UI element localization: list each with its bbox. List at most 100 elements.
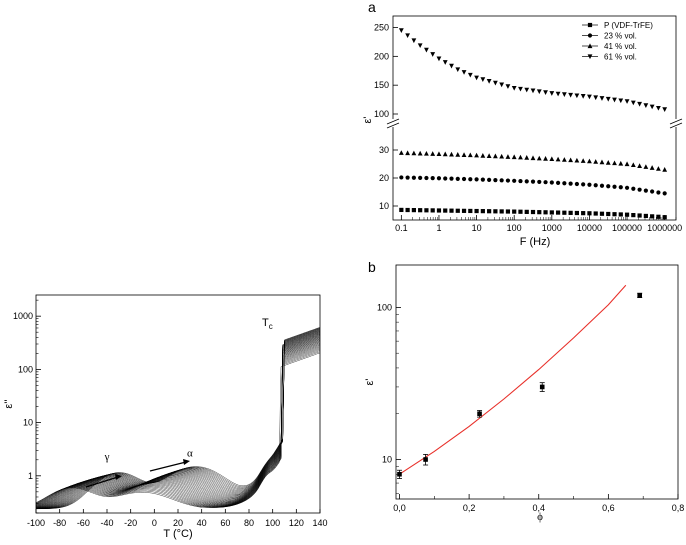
panel-a-y-axis-label: ε' xyxy=(362,116,374,123)
panel-a-y-tick-label: 200 xyxy=(374,51,389,61)
panel-a-point-square xyxy=(537,210,542,215)
panel-b-x-ticks: 0,0 0,2 0,4 0,6 0,8 xyxy=(393,494,684,513)
panel-a-point-triangle-up xyxy=(649,165,655,170)
loss-curve xyxy=(35,339,321,508)
panel-a-point-square xyxy=(650,214,655,219)
panel-a-x-tick-label: 100000 xyxy=(612,223,642,233)
loss-curve xyxy=(35,330,321,509)
panel-a-point-square xyxy=(662,215,667,220)
panel-a-point-triangle-down xyxy=(574,93,580,99)
loss-curve xyxy=(35,331,321,509)
panel-a-point-square xyxy=(631,213,636,218)
panel-a-point-square xyxy=(512,209,517,214)
panel-a-legend: P (VDF-TrFE) 23 % vol.41 % vol. 61 % vol. xyxy=(582,21,653,62)
panel-a-point-square xyxy=(593,211,598,216)
loss-curve xyxy=(35,335,321,509)
chart-permittivity-vs-frequency: a 0.1 1 10 100 1000 10000 100000 1000000 10 20 30… xyxy=(362,0,682,248)
panel-a-point-triangle-down xyxy=(417,43,423,49)
panel-b-x-tick-label: 0,2 xyxy=(463,503,476,513)
panel-a-point-circle xyxy=(512,178,517,183)
loss-curve xyxy=(35,335,321,509)
loss-curve xyxy=(35,337,321,508)
panel-a-point-square xyxy=(618,212,623,217)
panel-a-point-circle xyxy=(524,179,529,184)
panel-a-point-triangle-down xyxy=(455,67,461,73)
loss-x-tick-label: 100 xyxy=(265,518,280,528)
panel-a-point-circle xyxy=(537,179,542,185)
panel-a-point-triangle-down xyxy=(424,47,429,53)
panel-a-point-circle xyxy=(461,176,467,182)
panel-a-point-triangle-down xyxy=(461,70,467,75)
chart-loss-vs-temperature: -100 -80 -60 -40 -20 0 20 40 60 80 100 120 140 1 10 10… xyxy=(3,294,328,540)
panel-a-point-circle xyxy=(593,183,598,188)
panel-a-point-triangle-up xyxy=(467,152,473,158)
loss-x-tick-label: -40 xyxy=(100,518,113,528)
panel-a-point-circle xyxy=(530,179,536,184)
panel-a-point-circle xyxy=(480,177,485,182)
panel-a-point-triangle-up xyxy=(436,151,442,157)
loss-x-ticks: -100 -80 -60 -40 -20 0 20 40 60 80 100 120 140 xyxy=(27,509,328,528)
panel-b-y-ticks: 10 100 xyxy=(377,302,401,494)
loss-arrows xyxy=(85,459,190,488)
gamma-arrow xyxy=(85,476,119,488)
panel-a-point-square xyxy=(643,213,648,219)
panel-a-point-square xyxy=(493,209,498,214)
panel-a-point-square xyxy=(562,210,567,215)
alpha-annotation: α xyxy=(187,448,193,460)
panel-a-point-triangle-down xyxy=(543,90,548,95)
panel-a-point-triangle-up xyxy=(536,155,542,161)
panel-a-point-triangle-up xyxy=(442,151,448,157)
panel-a-point-circle xyxy=(662,191,667,196)
panel-b-x-tick-label: 0,8 xyxy=(672,503,685,513)
panel-a-point-triangle-down xyxy=(643,103,649,108)
panel-a-point-triangle-down xyxy=(398,28,404,34)
panel-a-point-circle xyxy=(587,182,592,187)
panel-a-y-tick-label: 30 xyxy=(379,145,389,155)
panel-a-point-circle xyxy=(549,180,554,185)
panel-a-point-triangle-up xyxy=(549,156,555,162)
panel-a-point-square xyxy=(411,208,416,213)
panel-a-point-triangle-down xyxy=(624,99,630,104)
panel-a-point-triangle-up xyxy=(543,156,548,161)
panel-a-point-circle xyxy=(430,176,435,181)
loss-curve xyxy=(35,332,321,509)
panel-b-label: b xyxy=(368,259,376,275)
panel-a-point-triangle-down xyxy=(411,38,417,44)
loss-plot-frame xyxy=(35,294,321,514)
panel-a-point-triangle-down xyxy=(649,104,655,110)
panel-a-x-tick-label: 1000 xyxy=(542,223,562,233)
tc-annotation-subscript: c xyxy=(269,322,273,331)
panel-a-point-triangle-up xyxy=(430,151,436,156)
panel-b-plot-frame xyxy=(395,264,679,500)
panel-a-point-triangle-down xyxy=(605,96,611,102)
panel-a-point-triangle-up xyxy=(656,166,661,171)
panel-a-point-triangle-up xyxy=(530,155,536,161)
panel-a-point-triangle-up xyxy=(511,154,517,160)
panel-a-point-square xyxy=(480,209,485,214)
panel-a-y-ticks: 10 20 30 100 150 200 250 xyxy=(374,23,398,211)
panel-a-point-square xyxy=(461,208,467,213)
panel-a-point-triangle-up xyxy=(411,150,417,156)
panel-a-axis-break xyxy=(386,118,683,129)
loss-x-tick-label: 60 xyxy=(220,518,230,528)
loss-y-tick-label: 1 xyxy=(28,471,33,481)
loss-y-axis-label: ε'' xyxy=(3,399,15,408)
axis-break-mark-3 xyxy=(669,118,683,125)
panel-a-point-square xyxy=(518,209,523,214)
panel-a-point-triangle-down xyxy=(662,107,668,112)
gamma-arrowhead xyxy=(115,474,122,480)
panel-a-point-square xyxy=(418,208,423,213)
panel-a-point-triangle-down xyxy=(555,91,561,97)
panel-a-point-triangle-up xyxy=(417,150,423,156)
panel-a-point-square xyxy=(587,22,593,28)
panel-a-point-triangle-up xyxy=(480,153,486,158)
panel-a-label: a xyxy=(368,0,376,15)
panel-a-point-square xyxy=(487,209,492,214)
panel-a-plot-frame xyxy=(392,15,677,221)
loss-x-tick-label: 40 xyxy=(197,518,207,528)
panel-a-point-triangle-down xyxy=(430,52,436,57)
alpha-arrowhead xyxy=(183,459,190,465)
panel-a-point-triangle-up xyxy=(587,158,592,164)
panel-a-point-square xyxy=(637,213,642,218)
panel-a-point-triangle-down xyxy=(612,97,617,103)
